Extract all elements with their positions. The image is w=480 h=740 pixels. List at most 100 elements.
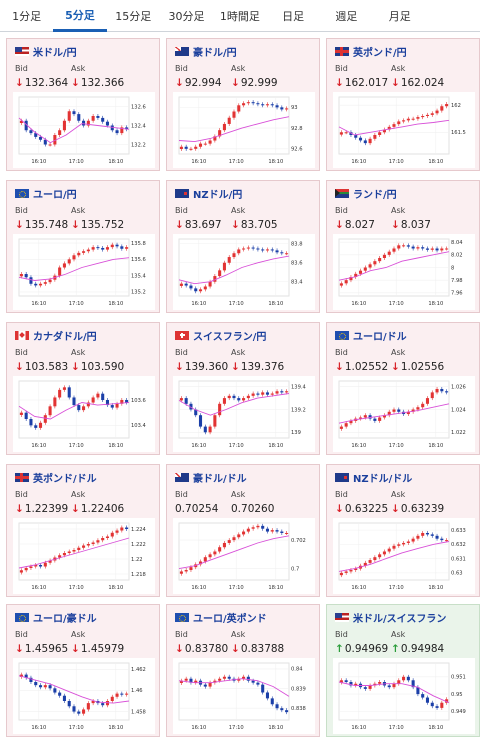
candle	[115, 130, 119, 134]
candle	[232, 253, 236, 258]
tab-1[interactable]: 1分足	[12, 9, 42, 23]
moving-average-line	[18, 675, 130, 704]
currency-pair-link[interactable]: ランド/円	[335, 187, 397, 201]
candle	[208, 426, 212, 433]
rate-card[interactable]: 米ドル/円 Bid Ask ↓132.364 ↓132.366 132.6 132.4 132…	[6, 38, 160, 171]
rate-card[interactable]: ユーロ/ドル Bid Ask ↓1.02552 ↓1.02556 1.026 1.024 1.…	[326, 322, 480, 455]
down-arrow-icon: ↓	[335, 77, 344, 89]
candle	[232, 395, 236, 399]
currency-pair-link[interactable]: NZドル/円	[175, 187, 242, 201]
candle	[373, 557, 377, 561]
candlestick-chart[interactable]: 8.04 8.02 8 7.98 7.96 16:10 17:10 18:10	[333, 234, 475, 310]
candlestick-chart[interactable]: 0.84 0.839 0.838 16:10 17:10 18:10	[173, 658, 315, 734]
candle	[373, 135, 377, 139]
ask-label: Ask	[231, 490, 246, 499]
candlestick-chart[interactable]: 132.6 132.4 132.2 16:10 17:10 18:10	[13, 92, 155, 168]
candlestick-chart[interactable]: 1.462 1.46 1.458 16:10 17:10 18:10	[13, 658, 155, 734]
rate-card[interactable]: カナダドル/円 Bid Ask ↓103.583 ↓103.590 103.6 103.4 1…	[6, 322, 160, 455]
candlestick-chart[interactable]: 93 92.8 92.6 16:10 17:10 18:10	[173, 92, 315, 168]
pair-label: 豪ドル/円	[193, 47, 237, 59]
candlestick-chart[interactable]: 139.4 139.2 139 16:10 17:10 18:10	[173, 376, 315, 452]
down-arrow-icon: ↓	[175, 77, 184, 89]
candle	[179, 680, 183, 683]
currency-pair-link[interactable]: 豪ドル/円	[175, 45, 237, 59]
currency-pair-link[interactable]: 英ポンド/円	[335, 45, 407, 59]
tab-6[interactable]: 日足	[282, 9, 305, 23]
candlestick-chart[interactable]: 162 161.5 16:10 17:10 18:10	[333, 92, 475, 168]
candle	[105, 536, 110, 538]
y-tick-label: 1.46	[131, 688, 143, 694]
rate-card[interactable]: 豪ドル/ドル Bid Ask 0.70254 0.70260 0.702 0.7 16:10 1…	[166, 464, 320, 597]
candle	[411, 680, 415, 688]
rate-card[interactable]: 英ポンド/ドル Bid Ask ↓1.22399 ↓1.22406 1.224 1.222 1…	[6, 464, 160, 597]
down-arrow-icon: ↓	[71, 643, 80, 655]
rate-card[interactable]: ユーロ/円 Bid Ask ↓135.748 ↓135.752 135.8 135.6 135…	[6, 180, 160, 313]
candle	[120, 400, 124, 404]
ask-price: 0.94984	[400, 643, 445, 655]
candle	[397, 121, 401, 125]
currency-pair-link[interactable]: 豪ドル/ドル	[175, 471, 247, 485]
down-arrow-icon: ↓	[71, 361, 80, 373]
rate-card[interactable]: ユーロ/英ポンド Bid Ask ↓0.83780 ↓0.83788 0.84 0.839 0…	[166, 604, 320, 737]
candle	[358, 417, 363, 419]
candle	[402, 542, 406, 545]
rate-card[interactable]: 米ドル/スイスフラン Bid Ask ↑0.94969 ↑0.94984 0.951 0.9…	[326, 604, 480, 737]
currency-pair-link[interactable]: カナダドル/円	[15, 329, 97, 343]
down-arrow-icon: ↓	[391, 361, 400, 373]
currency-pair-link[interactable]: ユーロ/豪ドル	[15, 611, 97, 625]
tab-5[interactable]: 1時間足	[219, 9, 260, 23]
candle	[368, 415, 372, 419]
rate-card[interactable]: NZドル/円 Bid Ask ↓83.697 ↓83.705 83.8 83.6 83.4 16…	[166, 180, 320, 313]
candle	[48, 144, 52, 146]
x-tick-label: 17:10	[69, 725, 84, 731]
currency-pair-link[interactable]: ユーロ/ドル	[335, 329, 407, 343]
candlestick-chart[interactable]: 1.224 1.222 1.22 1.218 16:10 17:10 18:10	[13, 518, 155, 594]
tab-4[interactable]: 30分足	[168, 9, 205, 23]
currency-pair-link[interactable]: スイスフラン/円	[175, 329, 266, 343]
candle	[120, 527, 124, 531]
tab-2[interactable]: 5分足	[53, 0, 107, 32]
candlestick-chart[interactable]: 0.633 0.632 0.631 0.63 16:10 17:10 18:10	[333, 518, 475, 594]
currency-pair-link[interactable]: ユーロ/円	[15, 187, 77, 201]
rate-card[interactable]: ユーロ/豪ドル Bid Ask ↓1.45965 ↓1.45979 1.462 1.46 1.…	[6, 604, 160, 737]
candle	[179, 146, 183, 150]
tab-7[interactable]: 週足	[335, 9, 358, 23]
candle	[62, 387, 66, 390]
currency-pair-link[interactable]: 米ドル/スイスフラン	[335, 611, 446, 625]
candlestick-chart[interactable]: 135.8 135.6 135.4 135.2 16:10 17:10 18:10	[13, 234, 155, 310]
rate-card[interactable]: 英ポンド/円 Bid Ask ↓162.017 ↓162.024 162 161.5 16:1…	[326, 38, 480, 171]
candle	[392, 124, 396, 127]
y-tick-label: 1.222	[131, 542, 146, 548]
pair-label: 豪ドル/ドル	[193, 473, 247, 485]
candle	[96, 540, 100, 543]
candlestick-chart[interactable]: 103.6 103.4 16:10 17:10 18:10	[13, 376, 155, 452]
candle	[378, 132, 382, 135]
candle	[101, 703, 105, 706]
candle	[43, 282, 47, 284]
candle	[29, 677, 33, 682]
rate-card[interactable]: NZドル/ドル Bid Ask ↓0.63225 ↓0.63239 0.633 0.632 0…	[326, 464, 480, 597]
currency-pair-link[interactable]: ユーロ/英ポンド	[175, 611, 267, 625]
candlestick-chart[interactable]: 83.8 83.6 83.4 16:10 17:10 18:10	[173, 234, 315, 310]
candle	[285, 253, 289, 255]
candle	[411, 118, 415, 120]
candle	[203, 286, 207, 290]
candlestick-chart[interactable]: 0.951 0.95 0.949 16:10 17:10 18:10	[333, 658, 475, 734]
candle	[425, 114, 430, 116]
rate-card[interactable]: スイスフラン/円 Bid Ask ↓139.360 ↓139.376 139.4 139.2…	[166, 322, 320, 455]
candle	[416, 117, 420, 119]
currency-pair-link[interactable]: 米ドル/円	[15, 45, 77, 59]
currency-pair-link[interactable]: 英ポンド/ドル	[15, 471, 97, 485]
rate-card[interactable]: 豪ドル/円 Bid Ask ↓92.994 ↓92.999 93 92.8 92.6 16:10…	[166, 38, 320, 171]
bid-label: Bid	[175, 206, 188, 215]
currency-pair-link[interactable]: NZドル/ドル	[335, 471, 412, 485]
candlestick-chart[interactable]: 0.702 0.7 16:10 17:10 18:10	[173, 518, 315, 594]
y-tick-label: 1.026	[451, 385, 466, 391]
candlestick-chart[interactable]: 1.026 1.024 1.022 16:10 17:10 18:10	[333, 376, 475, 452]
tab-3[interactable]: 15分足	[115, 9, 152, 23]
candle	[246, 676, 250, 681]
candle	[115, 693, 119, 697]
tab-8[interactable]: 月足	[388, 9, 411, 23]
candle	[261, 104, 265, 106]
rate-card[interactable]: ランド/円 Bid Ask ↓8.027 ↓8.037 8.04 8.02 8 7.98 7.96…	[326, 180, 480, 313]
